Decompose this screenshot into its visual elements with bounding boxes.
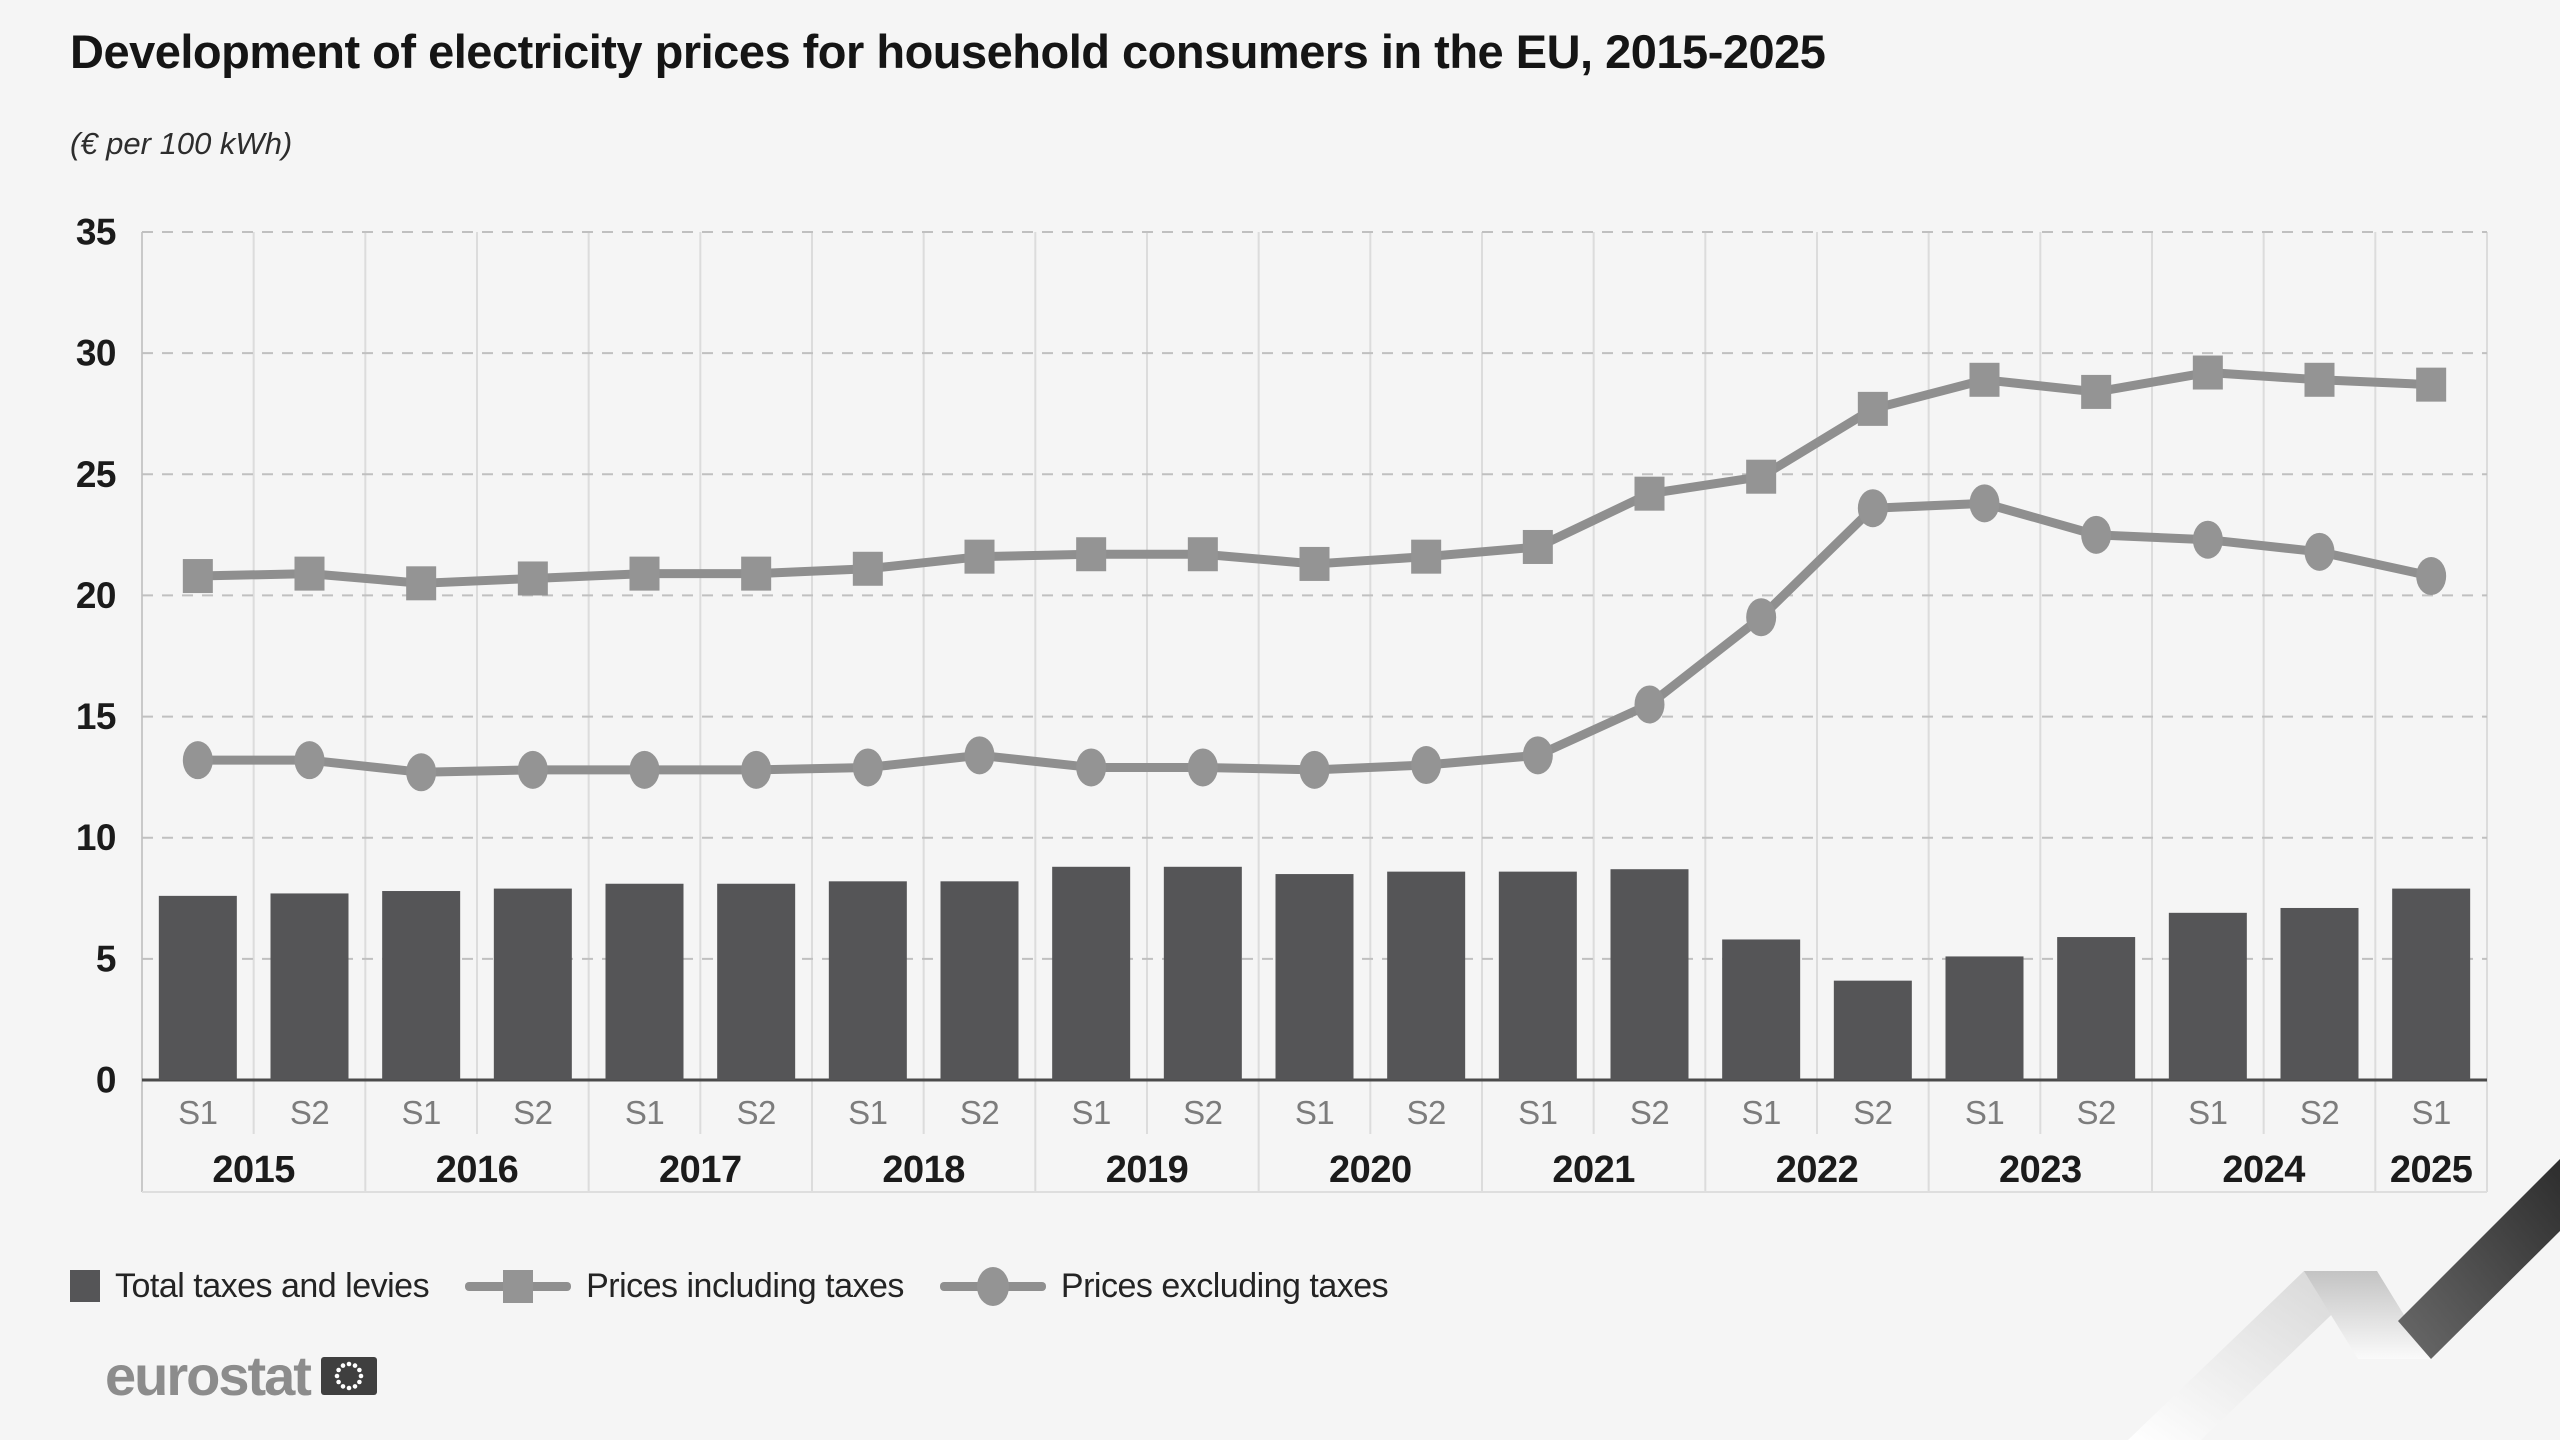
svg-text:10: 10 (76, 817, 116, 858)
svg-text:25: 25 (76, 454, 116, 495)
svg-text:S1: S1 (1295, 1094, 1334, 1131)
svg-text:S1: S1 (2411, 1094, 2450, 1131)
svg-text:5: 5 (96, 938, 116, 979)
eurostat-logo: eurostat (105, 1348, 378, 1404)
svg-text:2025: 2025 (2390, 1149, 2473, 1191)
svg-text:S1: S1 (1071, 1094, 1110, 1131)
svg-text:S1: S1 (178, 1094, 217, 1131)
svg-text:30: 30 (76, 333, 116, 374)
svg-text:0: 0 (96, 1060, 116, 1101)
legend-item-excluding-taxes: Prices excluding taxes (939, 1266, 1389, 1306)
svg-text:35: 35 (76, 212, 116, 253)
svg-text:S1: S1 (625, 1094, 664, 1131)
svg-text:2024: 2024 (2222, 1149, 2305, 1191)
eurostat-logo-text: eurostat (105, 1344, 312, 1407)
svg-text:S1: S1 (1518, 1094, 1557, 1131)
page-title: Development of electricity prices for ho… (70, 25, 1826, 78)
svg-text:S2: S2 (2076, 1094, 2115, 1131)
svg-text:S1: S1 (848, 1094, 887, 1131)
svg-text:2016: 2016 (436, 1149, 519, 1191)
svg-text:2023: 2023 (1999, 1149, 2082, 1191)
svg-text:S2: S2 (290, 1094, 329, 1131)
legend-label-excluding-taxes: Prices excluding taxes (1060, 1266, 1389, 1305)
svg-text:S2: S2 (1406, 1094, 1445, 1131)
svg-text:S2: S2 (960, 1094, 999, 1131)
svg-text:S1: S1 (2188, 1094, 2227, 1131)
bar-swatch-icon (70, 1270, 100, 1302)
eu-flag-icon (320, 1357, 377, 1395)
legend-item-taxes: Total taxes and levies (70, 1266, 430, 1306)
square-marker-icon (465, 1266, 572, 1306)
svg-text:2019: 2019 (1106, 1149, 1189, 1191)
svg-text:2022: 2022 (1776, 1149, 1859, 1191)
svg-text:2020: 2020 (1329, 1149, 1412, 1191)
svg-text:20: 20 (76, 575, 116, 616)
svg-text:S2: S2 (736, 1094, 775, 1131)
chart-legend: Total taxes and levies Prices including … (70, 1260, 1389, 1312)
svg-text:S2: S2 (2300, 1094, 2339, 1131)
svg-text:S1: S1 (1741, 1094, 1780, 1131)
legend-label-including-taxes: Prices including taxes (586, 1266, 904, 1305)
svg-text:2017: 2017 (659, 1149, 742, 1191)
svg-text:2018: 2018 (882, 1149, 965, 1191)
svg-text:S2: S2 (1183, 1094, 1222, 1131)
growth-ribbon-graphic (2128, 1159, 2560, 1440)
legend-item-including-taxes: Prices including taxes (465, 1266, 904, 1306)
legend-label-taxes: Total taxes and levies (115, 1266, 430, 1305)
svg-text:S2: S2 (1630, 1094, 1669, 1131)
chart-unit-subtitle: (€ per 100 kWh) (70, 126, 293, 161)
svg-text:S1: S1 (401, 1094, 440, 1131)
circle-marker-icon (939, 1266, 1046, 1306)
svg-text:S1: S1 (1965, 1094, 2004, 1131)
svg-text:S2: S2 (513, 1094, 552, 1131)
svg-text:2021: 2021 (1552, 1149, 1635, 1191)
svg-text:15: 15 (76, 696, 116, 737)
svg-text:2015: 2015 (212, 1149, 295, 1191)
svg-text:S2: S2 (1853, 1094, 1892, 1131)
